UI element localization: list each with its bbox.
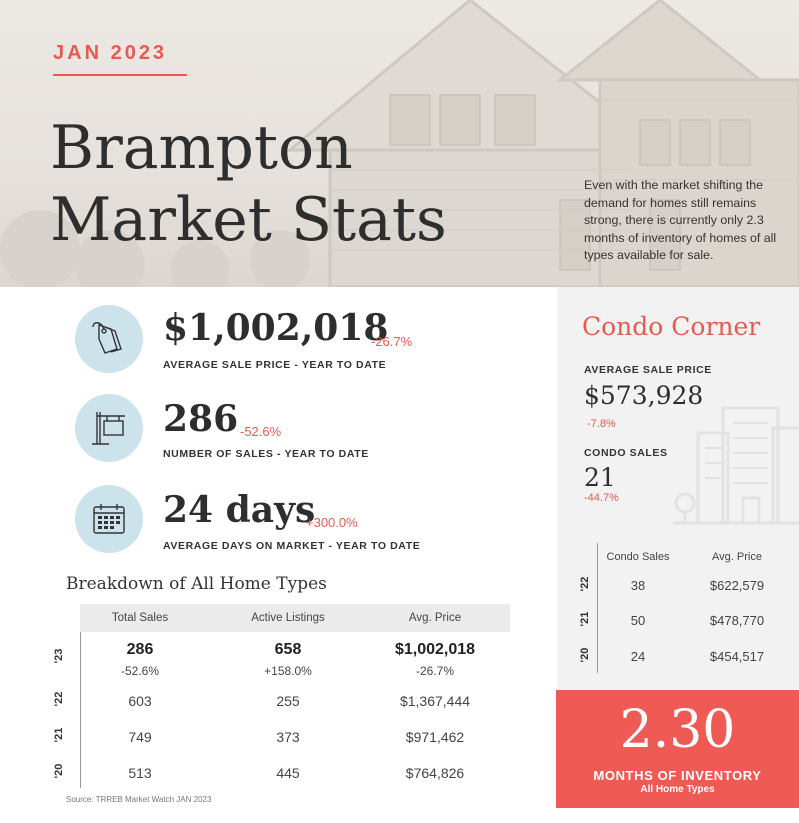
table-cell: $454,517 (709, 649, 765, 664)
table-cell: 286 (126, 641, 154, 658)
stat-change-days-on-market: +300.0% (306, 515, 358, 530)
table-cell: $971,462 (405, 729, 465, 745)
calendar-icon (93, 504, 125, 534)
stat-value-num-sales: 286 (163, 398, 239, 440)
table-cell: $622,579 (709, 578, 765, 593)
intro-text: Even with the market shifting the demand… (584, 178, 777, 262)
table-cell: $478,770 (709, 613, 765, 628)
condo-avg-price-label: AVERAGE SALE PRICE (584, 364, 712, 376)
year-label: '22 (579, 576, 591, 592)
title-line-2: Market Stats (50, 185, 447, 255)
inventory-label: MONTHS OF INVENTORY (593, 768, 762, 783)
stat-change-avg-price: -26.7% (371, 334, 413, 349)
condo-sales-change: -44.7% (584, 492, 619, 504)
table-cell: 445 (276, 765, 300, 781)
year-label: '21 (579, 611, 591, 627)
date-underline (53, 74, 187, 76)
condo-sales-label: CONDO SALES (584, 447, 668, 459)
condo-avg-price-change: -7.8% (587, 418, 616, 430)
house-background-icon (0, 0, 799, 287)
table-cell: 24 (630, 649, 646, 664)
calendar-circle (75, 485, 143, 553)
condo-corner-title: Condo Corner (582, 312, 761, 341)
price-tag-circle (75, 305, 143, 373)
stat-label-avg-price: AVERAGE SALE PRICE - YEAR TO DATE (163, 359, 387, 371)
condo-divider (597, 543, 598, 673)
table-cell: 749 (128, 729, 152, 745)
table-cell: 38 (630, 578, 646, 593)
for-sale-sign-icon (92, 412, 125, 445)
table-cell: 50 (630, 613, 646, 628)
table-cell: 373 (276, 729, 300, 745)
table-cell-change: +158.0% (264, 664, 312, 678)
table-cell-change: -52.6% (120, 664, 160, 678)
year-label: '22 (53, 691, 65, 707)
condo-header-sales: Condo Sales (606, 551, 670, 563)
stat-change-num-sales: -52.6% (240, 424, 282, 439)
table-cell: 658 (274, 641, 302, 658)
inventory-sub-label: All Home Types (640, 784, 715, 795)
inventory-value: 2.30 (619, 700, 736, 760)
table-cell: 603 (128, 693, 152, 709)
months-of-inventory-box: 2.30 MONTHS OF INVENTORY All Home Types (556, 690, 799, 808)
report-date: JAN 2023 (53, 42, 168, 64)
breakdown-divider (80, 632, 81, 788)
table-cell: 513 (128, 765, 152, 781)
condo-sales-value: 21 (584, 463, 616, 492)
year-label: '20 (53, 763, 65, 779)
breakdown-title: Breakdown of All Home Types (66, 574, 327, 594)
table-cell-change: -26.7% (415, 664, 455, 678)
condo-header-price: Avg. Price (712, 551, 762, 563)
breakdown-header-row: Total Sales Active Listings Avg. Price (80, 604, 510, 632)
header-avg-price: Avg. Price (408, 612, 462, 624)
table-cell: $764,826 (405, 765, 465, 781)
buildings-icon (673, 406, 799, 525)
stat-value-avg-price: $1,002,018 (163, 307, 389, 349)
header-active-listings: Active Listings (251, 612, 325, 624)
price-tag-icon (92, 322, 122, 354)
stat-label-days-on-market: AVERAGE DAYS ON MARKET - YEAR TO DATE (163, 540, 421, 552)
year-label: '20 (579, 647, 591, 663)
sign-circle (75, 394, 143, 462)
stat-value-days-on-market: 24 days (163, 489, 316, 531)
hero-banner: JAN 2023 Brampton Market Stats Even with… (0, 0, 799, 287)
table-cell: $1,002,018 (394, 641, 476, 658)
table-cell: $1,367,444 (399, 693, 471, 709)
source-note: Source: TRREB Market Watch JAN 2023 (66, 795, 212, 804)
condo-avg-price-value: $573,928 (584, 381, 704, 410)
table-cell: 255 (276, 693, 300, 709)
page-title: Brampton Market Stats (50, 112, 447, 256)
year-label: '21 (53, 727, 65, 743)
title-line-1: Brampton (50, 113, 353, 183)
stat-label-num-sales: NUMBER OF SALES - YEAR TO DATE (163, 448, 369, 460)
header-total-sales: Total Sales (111, 612, 169, 624)
year-label: '23 (53, 648, 65, 664)
